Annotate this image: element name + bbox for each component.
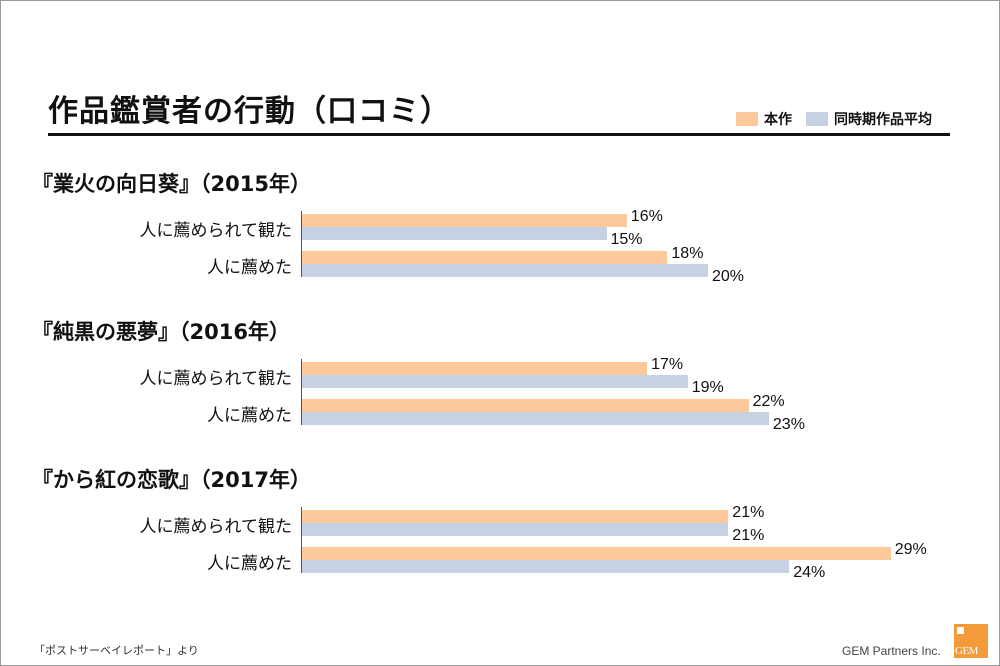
data-label: 21% xyxy=(732,527,765,544)
data-label: 16% xyxy=(630,208,663,225)
data-label: 17% xyxy=(651,356,684,373)
category-axis xyxy=(301,507,302,573)
bar xyxy=(302,251,668,264)
section-title: 『純黒の悪夢』（2016年） xyxy=(32,320,290,344)
category-axis xyxy=(301,211,302,277)
data-label: 24% xyxy=(793,564,826,581)
logo-text: GEM xyxy=(955,645,978,657)
company-logo: GEM xyxy=(954,624,988,658)
bar xyxy=(302,510,729,523)
logo-dot xyxy=(957,627,964,634)
bar xyxy=(302,523,729,536)
bar xyxy=(302,560,790,573)
data-label: 21% xyxy=(732,504,765,521)
legend-item-main: 本作 xyxy=(736,109,792,129)
legend: 本作 同時期作品平均 xyxy=(736,108,932,130)
bar xyxy=(302,264,708,277)
bar xyxy=(302,399,749,412)
data-label: 20% xyxy=(712,268,745,285)
section-title: 『業火の向日葵』（2015年） xyxy=(32,172,311,196)
bar xyxy=(302,375,688,388)
category-label: 人に薦められて観た xyxy=(139,369,293,389)
data-label: 23% xyxy=(772,416,805,433)
legend-swatch-main xyxy=(736,112,758,126)
category-label: 人に薦めた xyxy=(207,258,292,278)
bar xyxy=(302,227,607,240)
category-axis xyxy=(301,359,302,425)
company-name: GEM Partners Inc. xyxy=(842,644,941,658)
bar xyxy=(302,547,891,560)
data-label: 22% xyxy=(752,393,785,410)
section-title: 『から紅の恋歌』（2017年） xyxy=(32,468,311,492)
data-label: 15% xyxy=(610,231,643,248)
bar xyxy=(302,412,769,425)
bar xyxy=(302,362,648,375)
category-label: 人に薦められて観た xyxy=(139,517,293,537)
title-rule xyxy=(48,133,950,136)
bar xyxy=(302,214,627,227)
legend-swatch-average xyxy=(806,112,828,126)
data-label: 18% xyxy=(671,245,704,262)
source-note: 「ポストサーベイレポート」より xyxy=(34,644,199,657)
legend-item-average: 同時期作品平均 xyxy=(806,109,932,129)
category-label: 人に薦めた xyxy=(207,554,292,574)
legend-label-average: 同時期作品平均 xyxy=(834,112,932,128)
category-label: 人に薦めた xyxy=(207,406,292,426)
page-title: 作品鑑賞者の行動（口コミ） xyxy=(48,94,451,129)
category-label: 人に薦められて観た xyxy=(139,221,293,241)
legend-label-main: 本作 xyxy=(764,112,792,128)
data-label: 19% xyxy=(691,379,724,396)
data-label: 29% xyxy=(894,541,927,558)
